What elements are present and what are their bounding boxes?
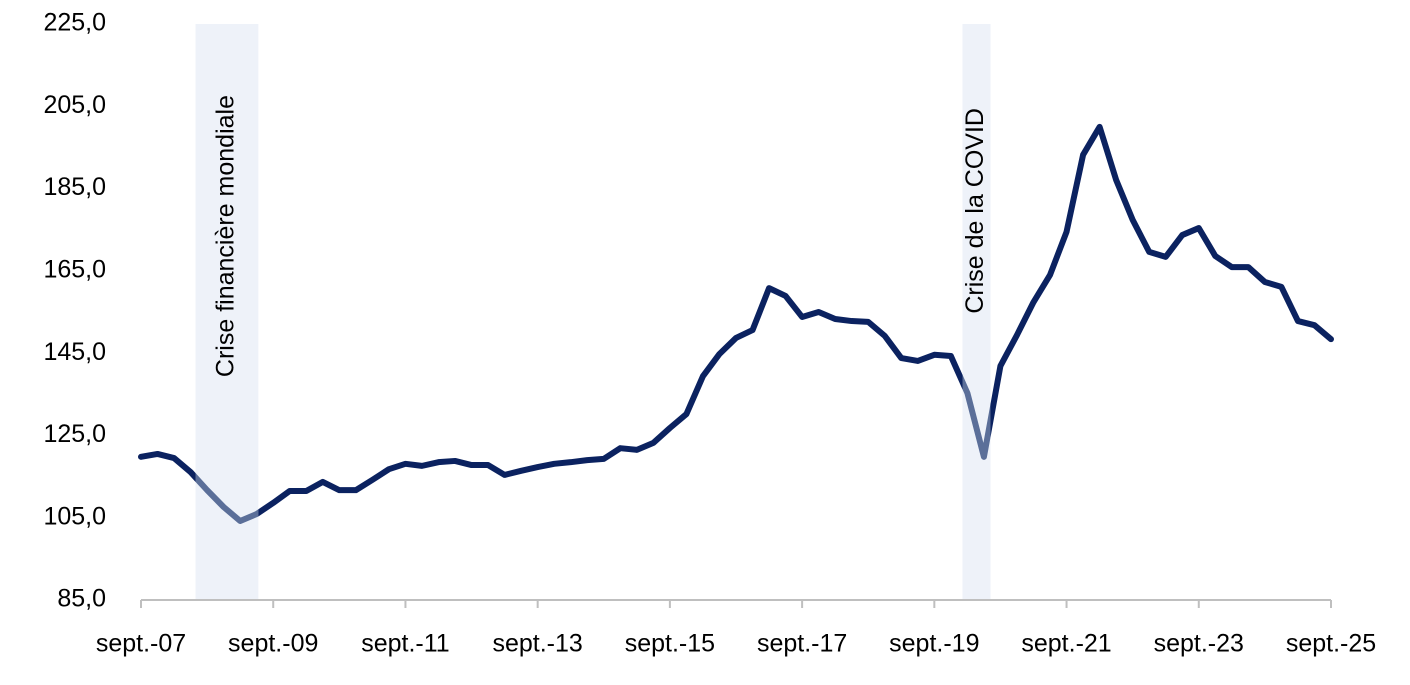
x-tick-label: sept.-25 xyxy=(1286,630,1376,658)
x-tick-label: sept.-15 xyxy=(625,630,715,658)
y-tick-label: 105,0 xyxy=(43,502,106,530)
y-tick-label: 185,0 xyxy=(43,173,106,201)
region-label: Crise de la COVID xyxy=(961,108,989,314)
x-tick-label: sept.-09 xyxy=(228,630,318,658)
x-tick-label: sept.-19 xyxy=(889,630,979,658)
x-tick-label: sept.-13 xyxy=(492,630,582,658)
x-tick-label: sept.-21 xyxy=(1021,630,1111,658)
x-tick-label: sept.-07 xyxy=(96,630,186,658)
y-tick-label: 85,0 xyxy=(57,585,106,613)
x-tick-label: sept.-23 xyxy=(1154,630,1244,658)
y-tick-label: 145,0 xyxy=(43,338,106,366)
y-tick-label: 225,0 xyxy=(43,9,106,37)
y-tick-label: 205,0 xyxy=(43,91,106,119)
x-tick-label: sept.-11 xyxy=(361,630,449,658)
y-tick-label: 125,0 xyxy=(43,420,106,448)
shaded-region xyxy=(962,24,991,600)
y-tick-label: 165,0 xyxy=(43,255,106,283)
shaded-region xyxy=(195,24,259,600)
line-series xyxy=(138,123,1334,525)
x-tick-label: sept.-17 xyxy=(757,630,847,658)
region-label: Crise financière mondiale xyxy=(212,95,240,377)
